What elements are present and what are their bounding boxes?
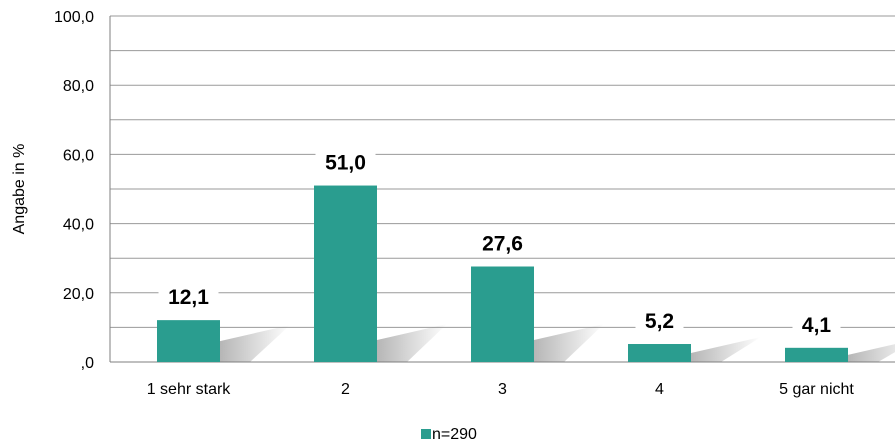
- y-axis-title: Angabe in %: [11, 144, 28, 235]
- data-label: 4,1: [802, 314, 832, 337]
- bar-shadow: [691, 337, 761, 362]
- data-label: 12,1: [168, 286, 209, 309]
- x-tick-label: 2: [341, 381, 350, 398]
- bar-shadows: [220, 324, 895, 362]
- bars: [157, 185, 848, 362]
- y-tick-label: 80,0: [63, 78, 94, 95]
- data-label: 27,6: [482, 233, 523, 256]
- data-label: 5,2: [645, 310, 674, 333]
- data-label: 51,0: [325, 152, 366, 175]
- bar-shadow: [377, 324, 447, 362]
- y-axis-ticks: ,0 20,0 40,0 60,0 80,0 100,0: [54, 9, 94, 372]
- data-label-background: [792, 311, 841, 338]
- y-tick-label: ,0: [81, 355, 94, 372]
- bar: [471, 266, 534, 362]
- x-tick-label: 3: [498, 381, 507, 398]
- y-tick-label: 100,0: [54, 9, 94, 26]
- x-axis-ticks: 1 sehr stark 2 3 4 5 gar nicht: [147, 381, 855, 398]
- data-labels: 12,1 51,0 27,6 5,2 4,1: [158, 149, 841, 338]
- legend: n=290: [421, 426, 477, 443]
- data-label-background: [158, 284, 219, 311]
- x-tick-label: 5 gar nicht: [779, 381, 854, 398]
- bar: [157, 320, 220, 362]
- bar-shadow: [220, 325, 290, 362]
- legend-swatch: [421, 429, 431, 439]
- grid-lines: [109, 15, 895, 363]
- y-tick-label: 20,0: [63, 286, 94, 303]
- data-label-background: [635, 308, 684, 335]
- bar-shadow: [848, 344, 895, 362]
- y-tick-label: 40,0: [63, 217, 94, 234]
- bar: [785, 347, 848, 362]
- data-label-background: [315, 149, 376, 176]
- x-tick-label: 1 sehr stark: [147, 381, 232, 398]
- bar-shadow: [534, 324, 604, 362]
- bar: [628, 344, 691, 362]
- y-tick-label: 60,0: [63, 147, 94, 164]
- bar: [314, 185, 377, 362]
- x-tick-label: 4: [655, 381, 664, 398]
- legend-label: n=290: [432, 426, 477, 443]
- data-label-background: [472, 230, 533, 257]
